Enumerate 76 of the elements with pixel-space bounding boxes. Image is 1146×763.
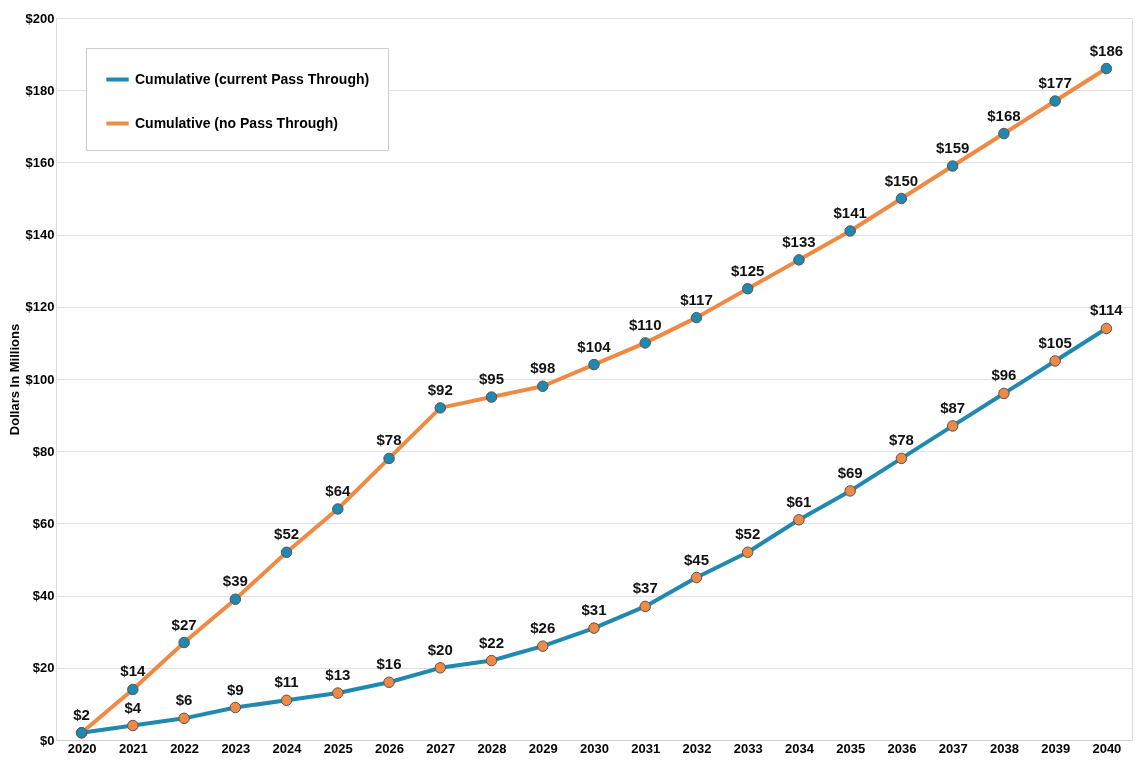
data-label: $87 bbox=[940, 398, 966, 416]
x-tick-label: 2023 bbox=[221, 740, 251, 756]
data-label: $52 bbox=[735, 525, 761, 543]
data-label: $31 bbox=[581, 601, 607, 619]
x-tick-label: 2030 bbox=[580, 740, 609, 756]
data-label: $52 bbox=[274, 525, 300, 543]
legend-label: Cumulative (current Pass Through) bbox=[135, 70, 370, 87]
y-tick-label: $120 bbox=[25, 299, 55, 315]
x-tick-label: 2024 bbox=[272, 740, 303, 756]
data-label: $133 bbox=[782, 232, 816, 250]
data-label: $2 bbox=[73, 705, 90, 723]
data-label: $78 bbox=[888, 431, 914, 449]
y-tick-label: $60 bbox=[32, 515, 55, 531]
x-tick-label: 2031 bbox=[631, 740, 661, 756]
data-label: $39 bbox=[222, 572, 248, 590]
data-label: $150 bbox=[884, 171, 919, 189]
data-label: $125 bbox=[731, 261, 765, 279]
data-label: $92 bbox=[427, 380, 453, 398]
data-label: $159 bbox=[935, 139, 970, 157]
legend-label: Cumulative (no Pass Through) bbox=[135, 114, 339, 131]
y-tick-label: $200 bbox=[25, 10, 55, 26]
x-tick-label: 2027 bbox=[426, 740, 456, 756]
data-label: $6 bbox=[175, 691, 193, 709]
x-tick-label: 2025 bbox=[323, 740, 353, 756]
x-tick-label: 2029 bbox=[528, 740, 558, 756]
y-tick-label: $100 bbox=[25, 371, 55, 387]
data-label: $4 bbox=[124, 698, 142, 716]
data-label: $96 bbox=[991, 366, 1017, 384]
x-tick-label: 2038 bbox=[989, 740, 1019, 756]
data-label: $168 bbox=[987, 106, 1021, 124]
data-label: $105 bbox=[1038, 333, 1072, 351]
data-label: $61 bbox=[786, 492, 812, 510]
y-axis-title: Dollars In Millions bbox=[6, 323, 22, 436]
y-tick-label: $40 bbox=[32, 588, 55, 604]
y-tick-label: $0 bbox=[40, 732, 55, 748]
data-label: $11 bbox=[274, 673, 299, 691]
data-label: $69 bbox=[837, 463, 863, 481]
x-tick-label: 2033 bbox=[733, 740, 763, 756]
data-label: $37 bbox=[632, 579, 658, 597]
data-label: $14 bbox=[120, 662, 147, 680]
data-label: $27 bbox=[171, 615, 197, 633]
x-tick-label: 2040 bbox=[1092, 740, 1122, 756]
data-label: $104 bbox=[577, 337, 612, 355]
x-tick-label: 2020 bbox=[67, 740, 97, 756]
data-label: $78 bbox=[376, 431, 402, 449]
y-tick-label: $20 bbox=[32, 660, 55, 676]
data-label: $9 bbox=[226, 680, 244, 698]
y-tick-label: $160 bbox=[25, 154, 55, 170]
x-tick-label: 2034 bbox=[784, 740, 815, 756]
data-label: $95 bbox=[479, 370, 505, 388]
data-label: $22 bbox=[479, 633, 505, 651]
data-label: $110 bbox=[628, 315, 662, 333]
x-tick-label: 2036 bbox=[887, 740, 917, 756]
data-label: $45 bbox=[683, 550, 709, 568]
data-label: $117 bbox=[680, 290, 713, 308]
x-tick-label: 2021 bbox=[118, 740, 148, 756]
data-label: $141 bbox=[833, 203, 867, 221]
x-tick-label: 2026 bbox=[375, 740, 405, 756]
x-tick-label: 2028 bbox=[477, 740, 507, 756]
x-tick-label: 2037 bbox=[938, 740, 968, 756]
data-label: $114 bbox=[1090, 301, 1124, 319]
y-tick-label: $80 bbox=[32, 443, 55, 459]
y-tick-label: $140 bbox=[25, 227, 55, 243]
data-label: $64 bbox=[325, 481, 351, 499]
y-tick-label: $180 bbox=[25, 82, 55, 98]
x-tick-label: 2022 bbox=[170, 740, 200, 756]
x-tick-label: 2032 bbox=[682, 740, 712, 756]
data-label: $177 bbox=[1038, 74, 1072, 92]
data-label: $13 bbox=[325, 666, 351, 684]
data-label: $16 bbox=[376, 655, 402, 673]
data-label: $186 bbox=[1089, 41, 1124, 59]
data-label: $98 bbox=[530, 359, 556, 377]
data-label: $20 bbox=[427, 640, 453, 658]
x-tick-label: 2039 bbox=[1041, 740, 1071, 756]
data-label: $26 bbox=[530, 619, 556, 637]
x-tick-label: 2035 bbox=[836, 740, 866, 756]
